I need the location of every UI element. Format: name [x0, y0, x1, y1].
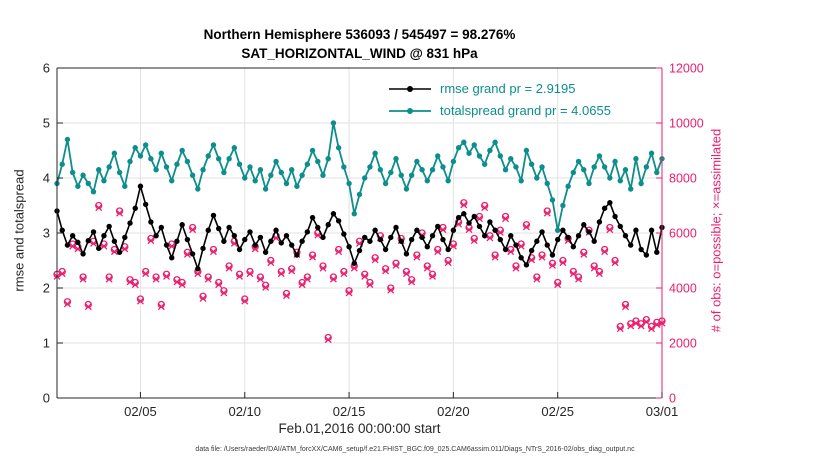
legend-label-rmse: rmse grand pr = 2.9195: [440, 81, 576, 96]
svg-text:02/20: 02/20: [437, 404, 470, 419]
chart-title: Northern Hemisphere 536093 / 545497 = 98…: [57, 25, 662, 63]
svg-text:2000: 2000: [669, 337, 697, 351]
legend: rmse grand pr = 2.9195 totalspread grand…: [388, 79, 611, 120]
legend-label-totalspread: totalspread grand pr = 4.0655: [440, 103, 611, 118]
svg-text:2: 2: [43, 281, 50, 296]
totalspread-series: [54, 120, 665, 233]
svg-text:8000: 8000: [669, 172, 697, 186]
chart-title-line1: Northern Hemisphere 536093 / 545497 = 98…: [203, 27, 516, 42]
data-file-caption: data file: /Users/raeder/DAI/ATM_forcXX/…: [195, 446, 635, 453]
x-axis-ticks: 02/05 02/10 02/15 02/20 02/25 03/01: [124, 392, 678, 419]
y-axis-label-left: rmse and totalspread: [11, 169, 27, 292]
rmse-series: [54, 183, 665, 272]
svg-text:12000: 12000: [669, 62, 704, 76]
legend-item-rmse: rmse grand pr = 2.9195: [388, 79, 611, 98]
x-axis-label: Feb.01,2016 00:00:00 start: [278, 421, 441, 436]
y-left-ticks: 0 1 2 3 4 5 6: [43, 61, 63, 406]
svg-text:03/01: 03/01: [646, 404, 679, 419]
svg-text:02/15: 02/15: [333, 404, 366, 419]
svg-text:0: 0: [43, 391, 50, 406]
svg-text:6000: 6000: [669, 227, 697, 241]
svg-text:6: 6: [43, 61, 50, 76]
svg-text:5: 5: [43, 116, 50, 131]
obs-assimilated-markers: [53, 201, 666, 344]
svg-text:02/10: 02/10: [228, 404, 261, 419]
svg-text:0: 0: [669, 392, 676, 406]
svg-text:02/05: 02/05: [124, 404, 157, 419]
svg-text:3: 3: [43, 226, 50, 241]
svg-text:4000: 4000: [669, 282, 697, 296]
y-axis-label-right: # of obs: o=possible; ×=assimilated: [708, 128, 724, 333]
svg-text:4: 4: [43, 171, 50, 186]
legend-item-totalspread: totalspread grand pr = 4.0655: [388, 101, 611, 120]
chart-title-line2: SAT_HORIZONTAL_WIND @ 831 hPa: [241, 46, 478, 61]
svg-text:02/25: 02/25: [541, 404, 574, 419]
obs-possible-markers: [53, 199, 666, 342]
y-right-ticks: 0 2000 4000 6000 8000 10000 12000: [656, 62, 704, 406]
svg-text:10000: 10000: [669, 117, 704, 131]
svg-text:1: 1: [43, 336, 50, 351]
rmse-line-sample: [389, 85, 431, 92]
totalspread-line-sample: [389, 107, 431, 114]
